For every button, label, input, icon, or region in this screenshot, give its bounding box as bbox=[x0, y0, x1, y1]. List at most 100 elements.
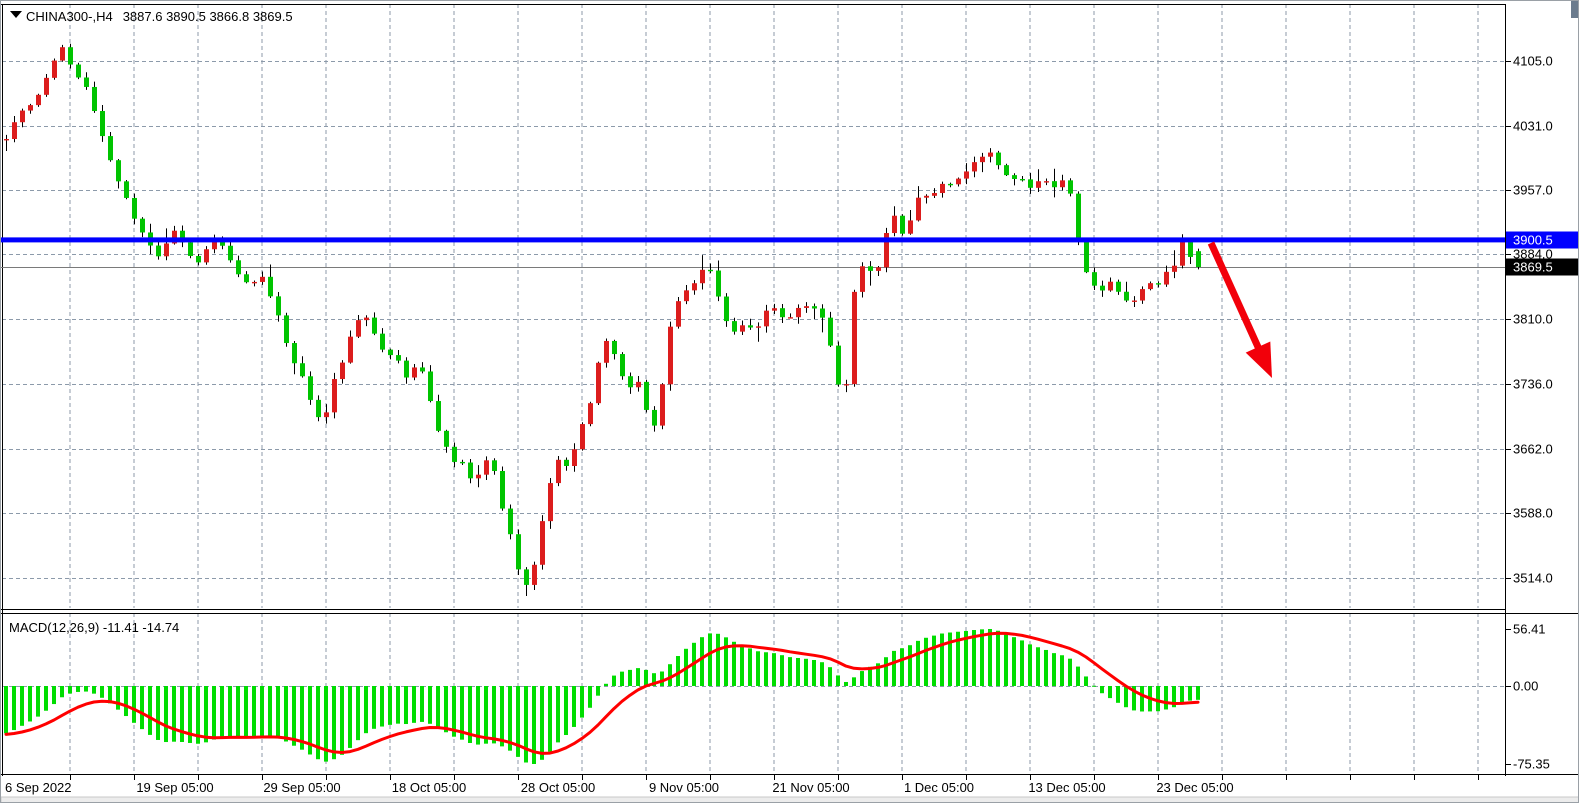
candle bbox=[516, 529, 521, 575]
candle bbox=[84, 72, 89, 90]
candle-body-down bbox=[644, 381, 649, 410]
candle-body-down bbox=[420, 367, 425, 372]
macd-histogram-bar bbox=[964, 630, 968, 686]
candle-body-down bbox=[500, 471, 505, 509]
macd-histogram-bar bbox=[1116, 686, 1120, 703]
candle bbox=[316, 395, 321, 422]
macd-histogram-bar bbox=[132, 686, 136, 723]
macd-histogram-bar bbox=[636, 668, 640, 686]
candle-body-down bbox=[508, 508, 513, 535]
macd-histogram-bar bbox=[1060, 655, 1064, 686]
macd-histogram-bar bbox=[988, 629, 992, 686]
candle bbox=[860, 262, 865, 298]
candle-body-down bbox=[116, 160, 121, 182]
candle bbox=[340, 360, 345, 384]
macd-histogram-bar bbox=[292, 686, 296, 746]
candle-body-up bbox=[844, 384, 849, 386]
candle-body-down bbox=[1188, 242, 1193, 257]
candle-body-up bbox=[20, 110, 25, 123]
price-tags: 3900.5 3869.5 bbox=[1506, 231, 1578, 276]
candle bbox=[524, 567, 529, 596]
macd-histogram-bar bbox=[260, 686, 264, 736]
candle-body-up bbox=[676, 301, 681, 327]
candle-body-up bbox=[764, 310, 769, 327]
macd-histogram-bar bbox=[628, 669, 632, 686]
candle bbox=[292, 340, 297, 375]
macd-histogram-bar bbox=[932, 635, 936, 686]
macd-histogram-bar bbox=[340, 686, 344, 755]
macd-histogram-bar bbox=[620, 671, 624, 686]
arrow-annotation-layer[interactable] bbox=[1207, 241, 1272, 379]
macd-histogram-bar bbox=[796, 657, 800, 686]
candle bbox=[468, 459, 473, 484]
candle-body-up bbox=[1164, 271, 1169, 285]
candle-body-down bbox=[1004, 165, 1009, 176]
candle bbox=[276, 291, 281, 322]
candle bbox=[364, 315, 369, 327]
symbol-dropdown-icon[interactable] bbox=[10, 11, 22, 18]
time-axis-label: 28 Oct 05:00 bbox=[521, 780, 595, 795]
candle-body-down bbox=[92, 86, 97, 112]
candle-body-up bbox=[572, 449, 577, 467]
candle-body-down bbox=[436, 401, 441, 431]
macd-histogram-bar bbox=[972, 630, 976, 686]
time-axis-label: 6 Sep 2022 bbox=[5, 780, 72, 795]
candle-body-up bbox=[340, 362, 345, 380]
candle-body-down bbox=[828, 317, 833, 346]
candle bbox=[452, 442, 457, 468]
macd-histogram-bar bbox=[508, 686, 512, 751]
candle bbox=[716, 260, 721, 302]
candle-body-up bbox=[1108, 281, 1113, 291]
candle-body-up bbox=[164, 243, 169, 257]
candle bbox=[92, 81, 97, 113]
candle-body-down bbox=[236, 260, 241, 275]
candle-body-up bbox=[260, 276, 265, 282]
macd-histogram-bar bbox=[612, 675, 616, 686]
macd-histogram-bar bbox=[748, 648, 752, 686]
candle-body-up bbox=[4, 139, 9, 141]
macd-tick-label: 0.00 bbox=[1513, 679, 1538, 694]
macd-histogram-bar bbox=[516, 686, 520, 757]
candle bbox=[692, 280, 697, 295]
candle-body-down bbox=[1052, 181, 1057, 188]
candle bbox=[580, 422, 585, 451]
scrollbar-corner-marker[interactable] bbox=[1571, 1, 1579, 18]
candle bbox=[20, 108, 25, 128]
candle bbox=[940, 181, 945, 198]
macd-indicator bbox=[4, 629, 1200, 764]
candle bbox=[1156, 281, 1161, 288]
candle bbox=[132, 193, 137, 225]
arrow-head[interactable] bbox=[1245, 341, 1272, 379]
candle-body-down bbox=[108, 136, 113, 161]
candle-body-up bbox=[892, 215, 897, 234]
candle-body-up bbox=[796, 307, 801, 318]
resistance-line[interactable] bbox=[1, 237, 1505, 243]
candle bbox=[740, 320, 745, 336]
macd-histogram-bar bbox=[284, 686, 288, 742]
candle bbox=[180, 225, 185, 248]
candle-body-down bbox=[188, 242, 193, 256]
macd-histogram-bar bbox=[452, 686, 456, 737]
candle bbox=[1004, 163, 1009, 177]
macd-histogram-bar bbox=[1172, 686, 1176, 708]
candle-body-down bbox=[732, 321, 737, 332]
candle-body-down bbox=[468, 462, 473, 479]
macd-histogram-bar bbox=[60, 686, 64, 698]
macd-histogram-bar bbox=[268, 686, 272, 737]
macd-tick-label: -75.35 bbox=[1513, 757, 1550, 772]
macd-histogram-bar bbox=[572, 686, 576, 727]
macd-histogram-bar bbox=[1036, 647, 1040, 686]
candle-body-down bbox=[460, 461, 465, 464]
resistance-line-layer[interactable] bbox=[1, 237, 1505, 243]
candle bbox=[1148, 281, 1153, 291]
macd-histogram-bar bbox=[1196, 686, 1200, 700]
candle bbox=[492, 458, 497, 475]
macd-histogram-bar bbox=[708, 633, 712, 686]
candle-body-up bbox=[740, 325, 745, 332]
macd-histogram-bar bbox=[916, 640, 920, 686]
arrow-shaft[interactable] bbox=[1207, 241, 1263, 351]
candle bbox=[676, 296, 681, 329]
candle-body-down bbox=[452, 446, 457, 462]
current-price-tag-label: 3869.5 bbox=[1513, 260, 1553, 275]
price-tick-label: 3588.0 bbox=[1513, 506, 1553, 521]
